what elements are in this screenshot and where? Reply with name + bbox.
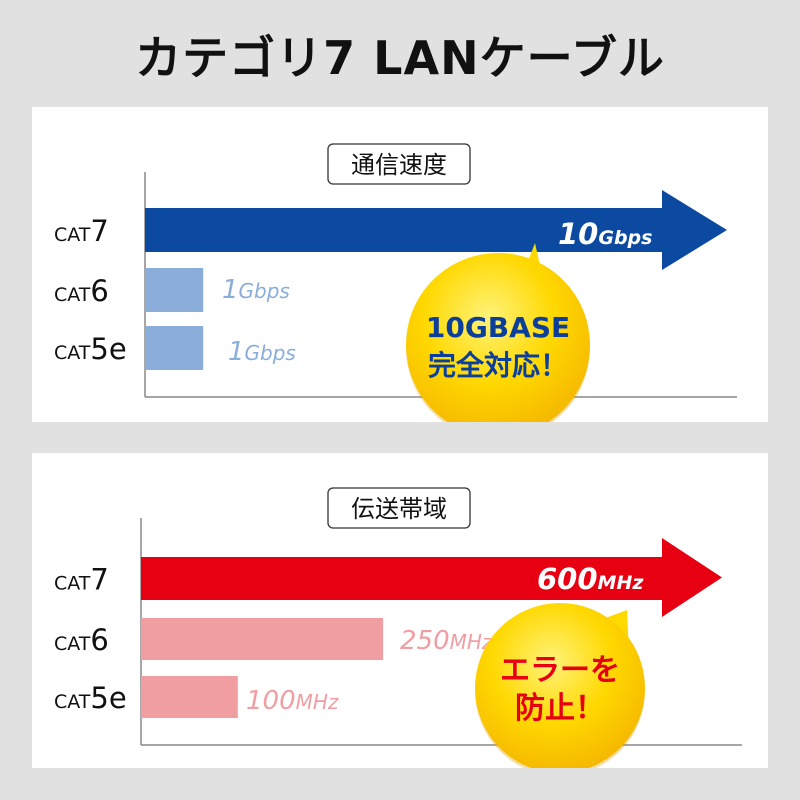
bar-cat6 <box>145 268 204 312</box>
category-prefix: CAT <box>54 342 91 364</box>
bar-cat5e <box>141 676 238 718</box>
bar-arrow-cat7 <box>145 190 727 270</box>
callout-text: 防止！ <box>515 691 605 726</box>
page-title: カテゴリ7 LANケーブル <box>135 31 665 85</box>
category-suffix: 6 <box>90 623 108 657</box>
category-label: CAT5e <box>54 332 127 366</box>
value-number: 600 <box>537 562 598 596</box>
value-label: 600MHz <box>537 562 644 596</box>
value-number: 10 <box>558 217 598 251</box>
category-suffix: 5e <box>90 332 126 366</box>
category-label: CAT7 <box>54 563 109 597</box>
category-label: CAT6 <box>54 623 109 657</box>
value-label: 1Gbps <box>228 337 296 367</box>
value-label: 100MHz <box>246 686 339 716</box>
category-suffix: 7 <box>90 563 108 597</box>
callout-text: エラーを <box>500 653 620 688</box>
category-prefix: CAT <box>54 573 91 595</box>
category-prefix: CAT <box>54 691 91 713</box>
value-number: 100 <box>246 686 296 716</box>
category-suffix: 6 <box>90 274 108 308</box>
value-unit: MHz <box>296 690 339 714</box>
bar-cat6 <box>141 618 384 660</box>
chart-title: 伝送帯域 <box>351 495 447 523</box>
callout-text: 10GBASE <box>426 311 570 344</box>
value-unit: Gbps <box>245 341 296 365</box>
category-label: CAT7 <box>54 214 109 248</box>
value-number: 250 <box>400 626 450 656</box>
category-label: CAT6 <box>54 274 109 308</box>
value-number: 1 <box>222 275 239 305</box>
category-label: CAT5e <box>54 681 127 715</box>
callout-text: 完全対応！ <box>428 349 568 382</box>
chart-title: 通信速度 <box>351 151 447 179</box>
value-label: 10Gbps <box>558 217 652 251</box>
chart-title-box <box>327 487 471 529</box>
value-unit: MHz <box>598 572 645 594</box>
bar-arrow-cat7 <box>141 538 722 617</box>
category-suffix: 7 <box>90 214 108 248</box>
category-prefix: CAT <box>54 224 91 246</box>
category-suffix: 5e <box>90 681 126 715</box>
category-prefix: CAT <box>54 284 91 306</box>
value-number: 1 <box>228 337 245 367</box>
speed-chart-panel: 通信速度 CAT7 10Gbps CAT6 1Gbps CAT5e 1Gbps 10GBASE… <box>32 107 768 422</box>
value-unit: Gbps <box>239 279 290 303</box>
value-label: 1Gbps <box>222 275 290 305</box>
value-unit: Gbps <box>598 227 652 249</box>
bar-cat5e <box>145 326 204 370</box>
bandwidth-chart-panel: 伝送帯域 CAT7 600MHz CAT6 250MHz CAT5e 100MHz エラーを防… <box>32 453 768 768</box>
chart-title-box <box>327 143 471 185</box>
callout-bubble <box>406 253 590 422</box>
value-label: 250MHz <box>400 626 493 656</box>
category-prefix: CAT <box>54 633 91 655</box>
callout-bubble <box>475 603 645 768</box>
